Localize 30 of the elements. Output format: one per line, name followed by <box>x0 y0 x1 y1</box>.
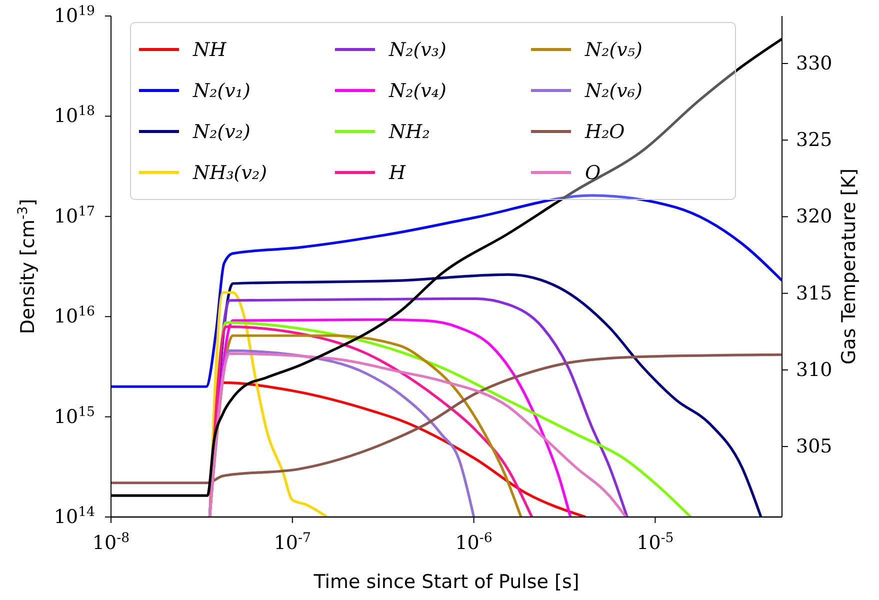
x-tick-label: 10$^{-7}$ <box>274 530 311 554</box>
legend-label: N₂(v₆) <box>585 80 642 102</box>
legend-label: N₂(v₃) <box>389 38 446 60</box>
x-tick-label: 10$^{-5}$ <box>636 530 674 554</box>
y2-tick-label: 310 <box>796 358 832 381</box>
y-tick-label: 10$^{16}$ <box>54 304 95 328</box>
y2-tick-label: 305 <box>796 436 832 458</box>
y2-tick-label: 325 <box>796 129 832 152</box>
legend-label: N₂(v₁) <box>193 80 250 102</box>
legend-label: H <box>389 162 406 184</box>
legend-label: N₂(v₄) <box>389 80 446 102</box>
y-tick-label: 10$^{17}$ <box>54 204 95 228</box>
x-tick-label: 10$^{-8}$ <box>92 530 130 554</box>
x-axis-title: Time since Start of Pulse [s] <box>312 571 580 593</box>
y2-tick-label: 320 <box>796 206 832 228</box>
y2-tick-label: 330 <box>796 52 832 74</box>
legend-label: O <box>585 162 601 184</box>
y2-tick-label: 315 <box>796 282 832 304</box>
legend-label: N₂(v₂) <box>193 120 250 142</box>
y-tick-label: 10$^{19}$ <box>54 4 95 27</box>
y2-axis-title: Gas Temperature [K] <box>838 168 860 364</box>
legend-label: NH₃(v₂) <box>193 162 267 184</box>
y-tick-label: 10$^{15}$ <box>54 404 95 428</box>
x-tick-label: 10$^{-6}$ <box>455 530 492 554</box>
legend-label: H₂O <box>585 120 625 142</box>
y-tick-label: 10$^{18}$ <box>54 104 95 128</box>
legend-label: N₂(v₅) <box>585 38 642 60</box>
y-tick-label: 10$^{14}$ <box>54 504 95 528</box>
legend-label: NH₂ <box>389 120 430 142</box>
legend-label: NH <box>193 38 226 60</box>
